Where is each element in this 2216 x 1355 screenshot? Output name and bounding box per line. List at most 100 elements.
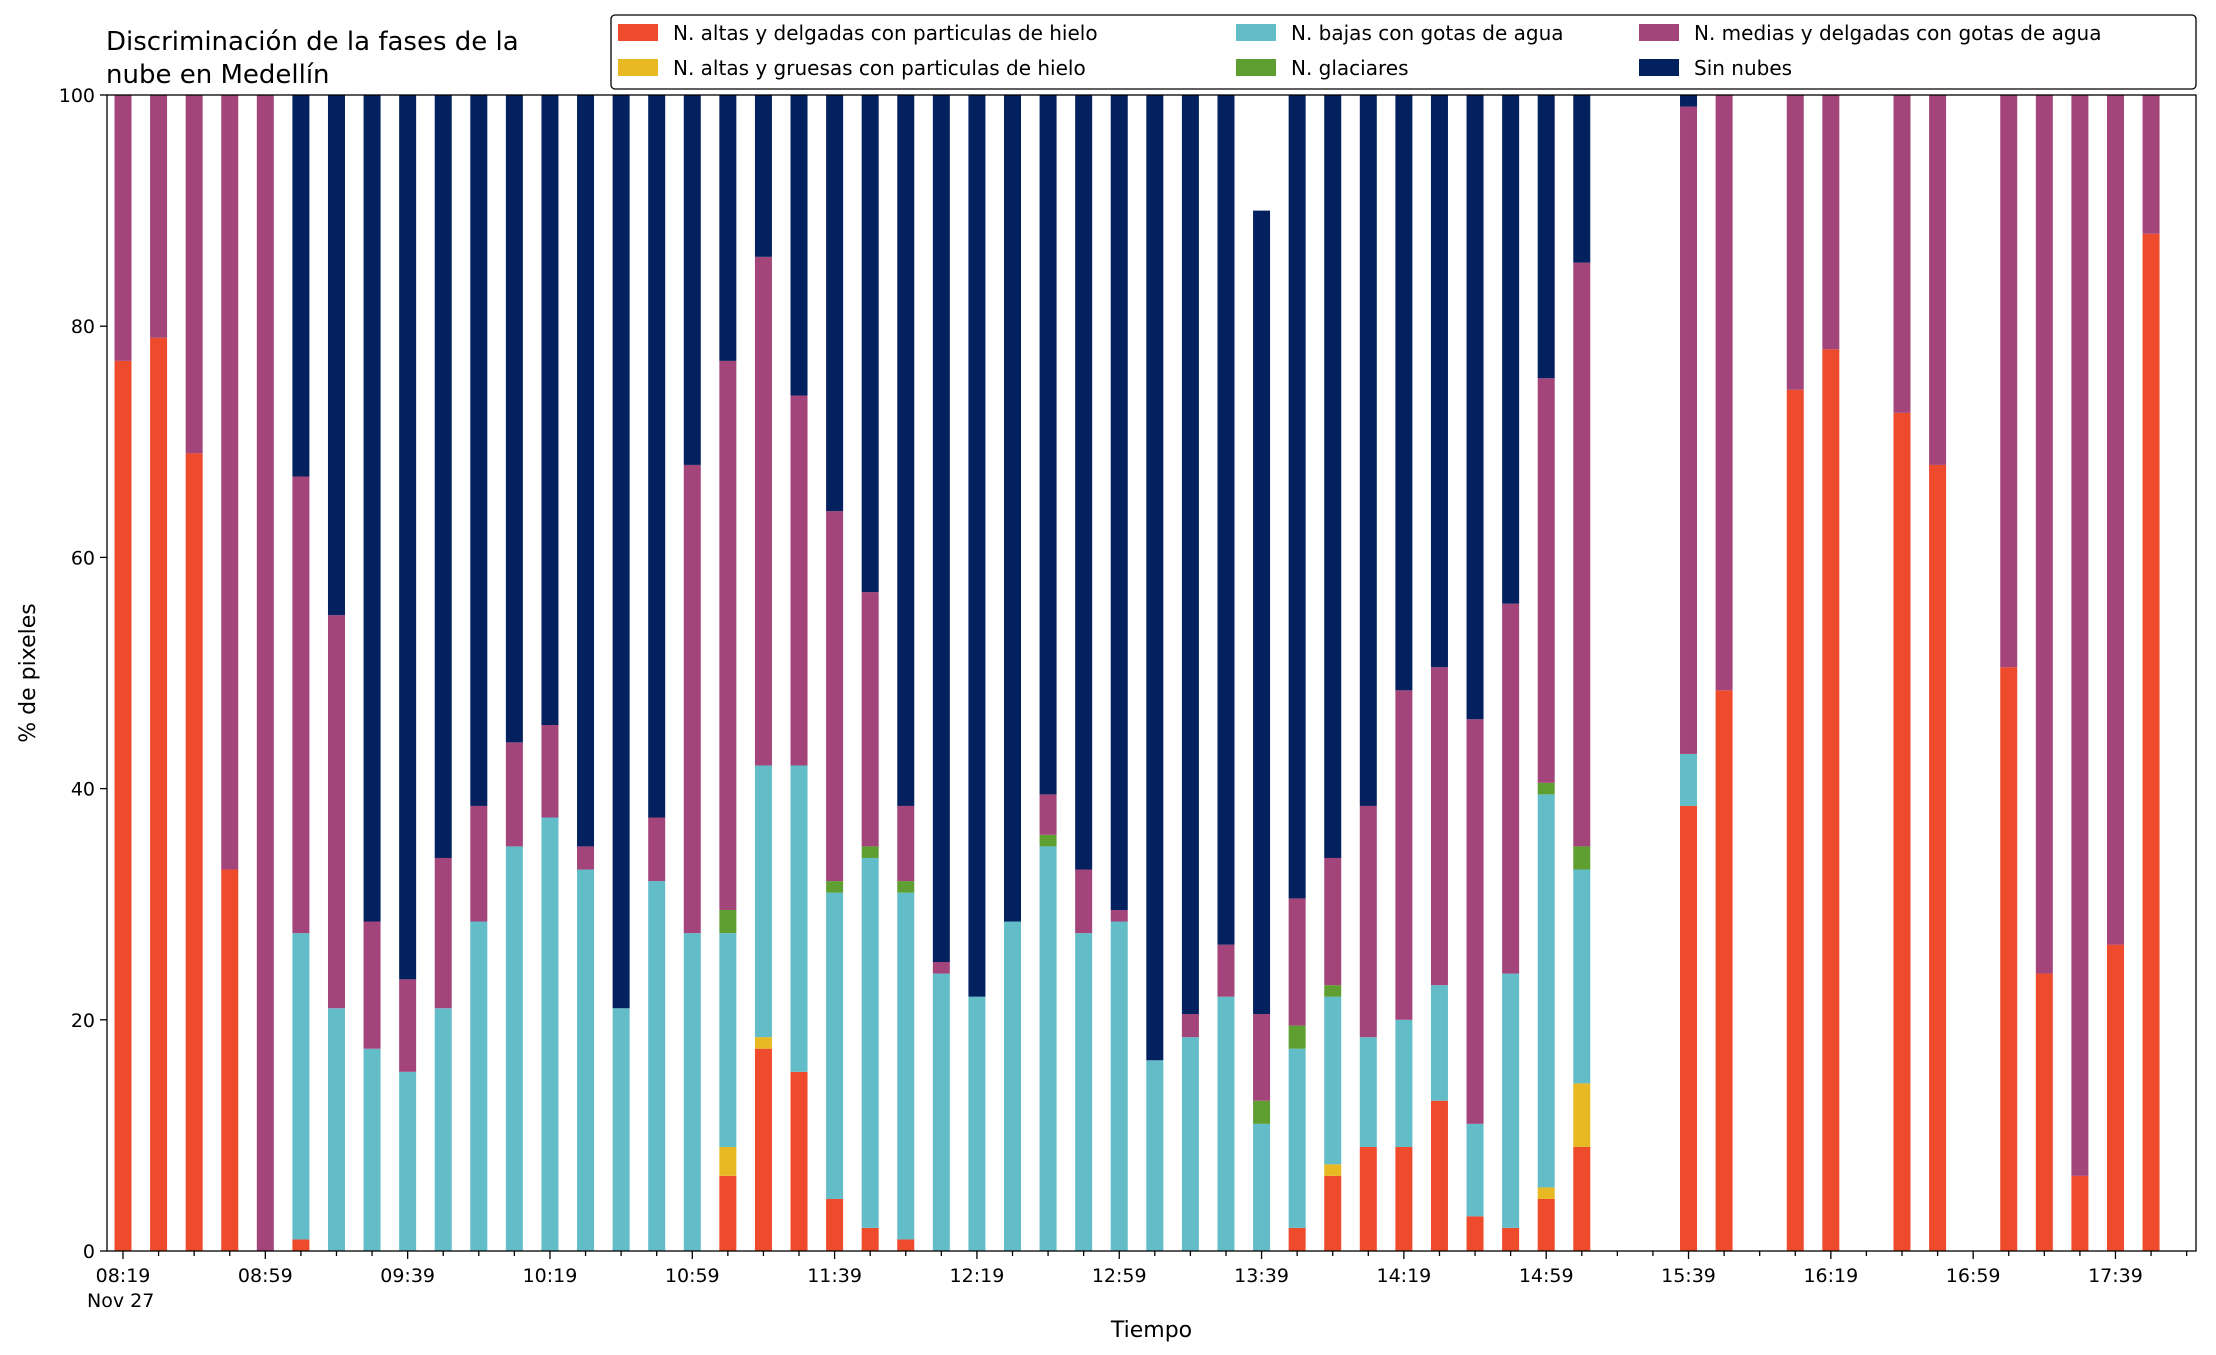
x-tick-sublabel: Nov 27 (87, 1290, 154, 1312)
bar-segment (897, 881, 915, 893)
bar-segment (932, 95, 950, 962)
x-axis: 08:19 08:59 09:39 10:19 10:59 11:39 12:19 12:59… (87, 1251, 2188, 1312)
bar-segment (470, 921, 488, 1251)
bar-segment (1680, 106, 1698, 754)
bar-segment (577, 95, 595, 847)
bar-segment (1146, 95, 1164, 1061)
bar-segment (2106, 944, 2124, 1251)
bar-segment (470, 95, 488, 806)
legend-swatch (618, 24, 658, 41)
bar-segment (541, 725, 559, 818)
bar-segment (1573, 95, 1591, 263)
legend-swatch (1236, 24, 1276, 41)
bar-segment (683, 95, 701, 465)
bar-segment (1430, 985, 1448, 1101)
bar-segment (150, 95, 168, 338)
legend-label: N. altas y delgadas con particulas de hi… (673, 21, 1098, 45)
bar-segment (719, 1146, 737, 1176)
bar-segment (1288, 95, 1306, 899)
x-tick-label: 17:39 (2088, 1265, 2143, 1287)
bar-segment (292, 95, 310, 477)
y-axis: 0 20 40 60 80 100 (59, 85, 107, 1263)
bar-segment (1822, 349, 1840, 1251)
bar-segment (434, 1008, 452, 1251)
bar-segment (861, 846, 879, 858)
bar-segment (1786, 389, 1804, 1251)
bar-segment (826, 1198, 844, 1251)
chart-title: Discriminación de la fases de la nube en … (106, 27, 519, 90)
legend-swatch (1639, 24, 1679, 41)
bar-segment (754, 1048, 772, 1251)
bar-segment (185, 453, 203, 1251)
bar-segment (1537, 1187, 1555, 1199)
bar-segment (505, 846, 523, 1251)
bar-segment (1466, 1123, 1484, 1217)
x-tick-label: 15:39 (1661, 1265, 1716, 1287)
bar-segment (754, 1037, 772, 1049)
bar-segment (1324, 857, 1342, 986)
chart-title-line: nube en Medellín (106, 60, 330, 90)
bar-segment (648, 817, 666, 882)
bar-segment (612, 1008, 630, 1251)
bar-segment (1253, 1100, 1271, 1124)
x-tick-label: 09:39 (380, 1265, 435, 1287)
bar-segment (826, 511, 844, 882)
bar-stacks (114, 95, 2160, 1252)
x-tick-label: 16:59 (1946, 1265, 2001, 1287)
bar-segment (114, 360, 132, 1251)
bar-segment (790, 765, 808, 1072)
bar-segment (1146, 1060, 1164, 1251)
bar-segment (1929, 95, 1947, 465)
bar-segment (1110, 95, 1128, 910)
bar-segment (1395, 690, 1413, 1020)
x-tick-label: 10:19 (523, 1265, 578, 1287)
bar-segment (541, 95, 559, 726)
bar-segment (1039, 834, 1057, 847)
bar-segment (861, 95, 879, 593)
y-tick-label: 20 (71, 1010, 95, 1032)
bar-segment (1359, 1146, 1377, 1251)
bar-segment (1466, 95, 1484, 720)
bar-segment (327, 95, 345, 616)
bar-segment (1253, 1123, 1271, 1251)
bar-segment (541, 817, 559, 1251)
bar-segment (790, 1071, 808, 1251)
bar-segment (1537, 782, 1555, 795)
bar-segment (754, 256, 772, 766)
legend: N. altas y delgadas con particulas de hi… (610, 14, 2197, 90)
bar-segment (2106, 95, 2124, 945)
bar-segment (363, 95, 381, 922)
bar-segment (1430, 1100, 1448, 1251)
x-tick-label: 10:59 (665, 1265, 720, 1287)
bar-segment (1181, 1014, 1199, 1038)
bar-segment (577, 869, 595, 1251)
legend-label: N. medias y delgadas con gotas de agua (1694, 21, 2102, 45)
bar-segment (1253, 210, 1271, 1015)
bar-segment (1075, 933, 1093, 1251)
bar-segment (719, 95, 737, 361)
bar-segment (897, 892, 915, 1240)
bar-segment (470, 805, 488, 922)
bar-segment (1004, 921, 1021, 1251)
bar-segment (1075, 869, 1093, 934)
legend-label: N. bajas con gotas de agua (1291, 21, 1564, 45)
bar-segment (1502, 973, 1520, 1228)
bar-segment (1110, 909, 1128, 922)
bar-segment (754, 765, 772, 1038)
bar-segment (434, 857, 452, 1009)
bar-segment (185, 95, 203, 454)
bar-segment (861, 1227, 879, 1251)
bar-segment (1466, 719, 1484, 1124)
legend-label: Sin nubes (1694, 56, 1792, 80)
bar-segment (1253, 1014, 1271, 1101)
bar-segment (434, 95, 452, 858)
bar-segment (897, 95, 915, 806)
bar-segment (790, 95, 808, 396)
bar-segment (1288, 1048, 1306, 1228)
bar-segment (826, 95, 844, 512)
bar-segment (1537, 95, 1555, 379)
bar-segment (327, 1008, 345, 1251)
bar-segment (399, 1071, 417, 1251)
legend-swatch (1639, 59, 1679, 76)
bar-segment (1324, 1164, 1342, 1176)
